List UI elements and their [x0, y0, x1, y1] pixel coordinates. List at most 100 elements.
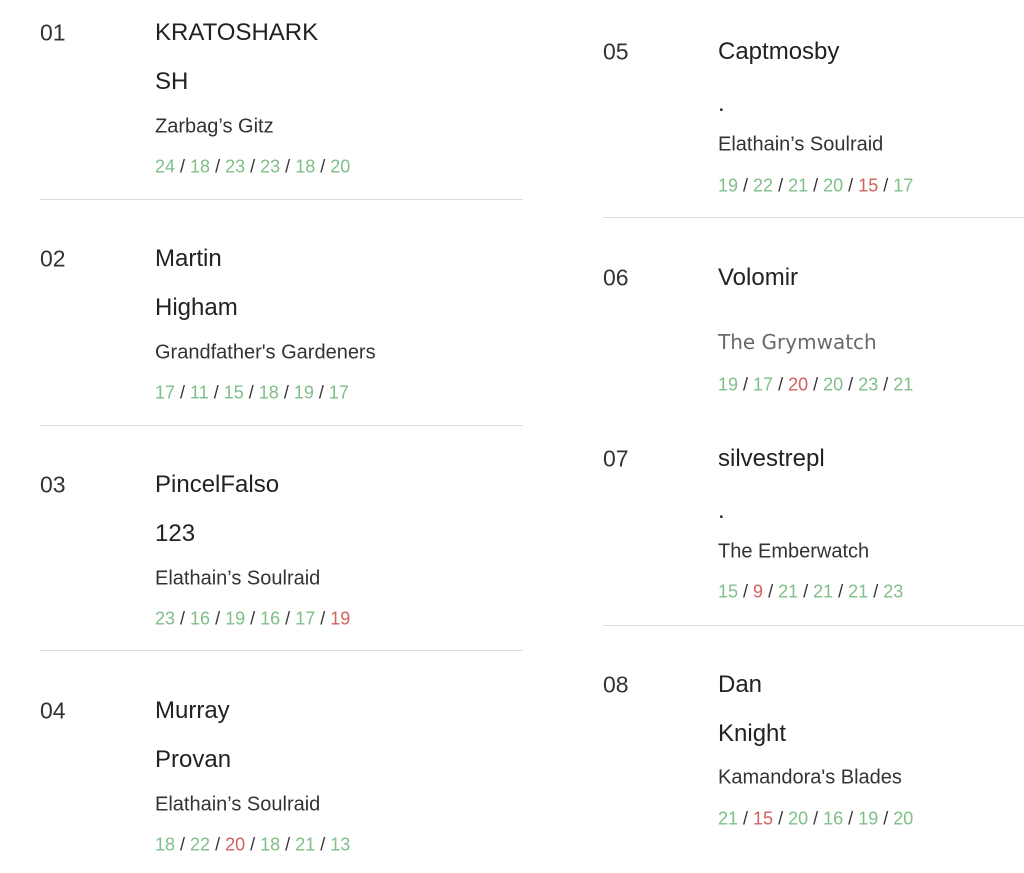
round-scores: 21/15/20/16/19/20 — [718, 809, 913, 830]
round-score: 17 — [155, 382, 176, 403]
player-name-line: . — [718, 497, 725, 524]
round-score: 18 — [155, 834, 176, 855]
round-score: 21 — [893, 374, 914, 395]
faction-name: Elathain’s Soulraid — [718, 133, 884, 156]
rank-number: 02 — [40, 245, 66, 272]
round-scores: 23/16/19/16/17/19 — [155, 609, 350, 630]
round-score: 19 — [718, 175, 739, 196]
round-score: 24 — [155, 156, 176, 177]
round-score: 11 — [190, 382, 209, 403]
faction-name: Elathain’s Soulraid — [155, 567, 321, 590]
round-scores: 15/9/21/21/21/23 — [718, 582, 903, 603]
player-name-line: Provan — [155, 746, 232, 773]
faction-name: The Emberwatch — [718, 540, 870, 563]
player-name-line: Volomir — [718, 264, 799, 291]
rank-number: 06 — [603, 264, 629, 291]
round-score: 21 — [848, 581, 869, 602]
player-name-line: Martin — [155, 245, 222, 272]
score-separator: / — [813, 175, 819, 196]
score-separator: / — [283, 382, 289, 403]
round-score: 22 — [190, 834, 211, 855]
round-scores: 24/18/23/23/18/20 — [155, 157, 350, 178]
divider — [40, 199, 523, 200]
score-separator: / — [883, 175, 889, 196]
round-score: 18 — [258, 382, 279, 403]
round-score: 20 — [330, 156, 351, 177]
round-scores: 17/11/15/18/19/17 — [155, 383, 349, 404]
round-score: 20 — [823, 175, 844, 196]
player-name-line: Murray — [155, 697, 230, 724]
score-separator: / — [848, 808, 854, 829]
score-separator: / — [318, 382, 324, 403]
score-separator: / — [848, 175, 854, 196]
score-separator: / — [320, 834, 326, 855]
score-separator: / — [768, 581, 774, 602]
divider — [603, 625, 1024, 626]
faction-name: Elathain’s Soulraid — [155, 793, 321, 816]
divider — [40, 425, 523, 426]
score-separator: / — [873, 581, 879, 602]
player-name-line: KRATOSHARK — [155, 19, 319, 46]
round-scores: 19/17/20/20/23/21 — [718, 375, 913, 396]
round-score: 20 — [788, 374, 809, 395]
rank-number: 01 — [40, 19, 66, 46]
score-separator: / — [883, 808, 889, 829]
player-name-line: SH — [155, 68, 189, 95]
score-separator: / — [883, 374, 889, 395]
round-score: 18 — [260, 834, 281, 855]
score-separator: / — [215, 156, 221, 177]
score-separator: / — [180, 156, 186, 177]
round-score: 19 — [293, 382, 314, 403]
round-score: 17 — [295, 608, 316, 629]
round-score: 16 — [260, 608, 281, 629]
score-separator: / — [213, 382, 219, 403]
round-score: 23 — [260, 156, 281, 177]
score-separator: / — [743, 808, 749, 829]
round-score: 23 — [225, 156, 246, 177]
round-score: 19 — [330, 608, 351, 629]
round-score: 23 — [858, 374, 879, 395]
faction-name: The Grymwatch — [718, 330, 877, 354]
rank-number: 05 — [603, 38, 629, 65]
rank-number: 04 — [40, 697, 66, 724]
player-name-line: Dan — [718, 671, 763, 698]
score-separator: / — [778, 374, 784, 395]
round-score: 21 — [778, 581, 799, 602]
divider — [40, 650, 523, 651]
round-score: 17 — [753, 374, 774, 395]
round-score: 21 — [788, 175, 809, 196]
score-separator: / — [320, 156, 326, 177]
round-score: 19 — [858, 808, 879, 829]
round-scores: 19/22/21/20/15/17 — [718, 176, 913, 197]
player-name-line: 123 — [155, 520, 196, 547]
score-separator: / — [778, 175, 784, 196]
score-separator: / — [743, 374, 749, 395]
player-name-line: Captmosby — [718, 38, 840, 65]
score-separator: / — [250, 834, 256, 855]
score-separator: / — [180, 834, 186, 855]
round-score: 18 — [295, 156, 316, 177]
round-score: 19 — [225, 608, 246, 629]
round-score: 13 — [330, 834, 351, 855]
round-score: 23 — [883, 581, 904, 602]
round-score: 19 — [718, 374, 739, 395]
player-name-line: . — [718, 90, 725, 117]
round-score: 21 — [813, 581, 834, 602]
round-score: 17 — [893, 175, 914, 196]
round-score: 22 — [753, 175, 774, 196]
score-separator: / — [180, 608, 186, 629]
round-score: 20 — [788, 808, 809, 829]
round-score: 9 — [753, 581, 764, 602]
rank-number: 07 — [603, 445, 629, 472]
score-separator: / — [838, 581, 844, 602]
round-score: 23 — [155, 608, 176, 629]
player-name-line: Knight — [718, 720, 787, 747]
round-score: 18 — [190, 156, 211, 177]
score-separator: / — [778, 808, 784, 829]
rank-number: 08 — [603, 671, 629, 698]
round-score: 17 — [328, 382, 349, 403]
score-separator: / — [813, 374, 819, 395]
player-name-line: Higham — [155, 294, 238, 321]
player-name-line: silvestrepl — [718, 445, 825, 472]
faction-name: Grandfather's Gardeners — [155, 341, 376, 364]
